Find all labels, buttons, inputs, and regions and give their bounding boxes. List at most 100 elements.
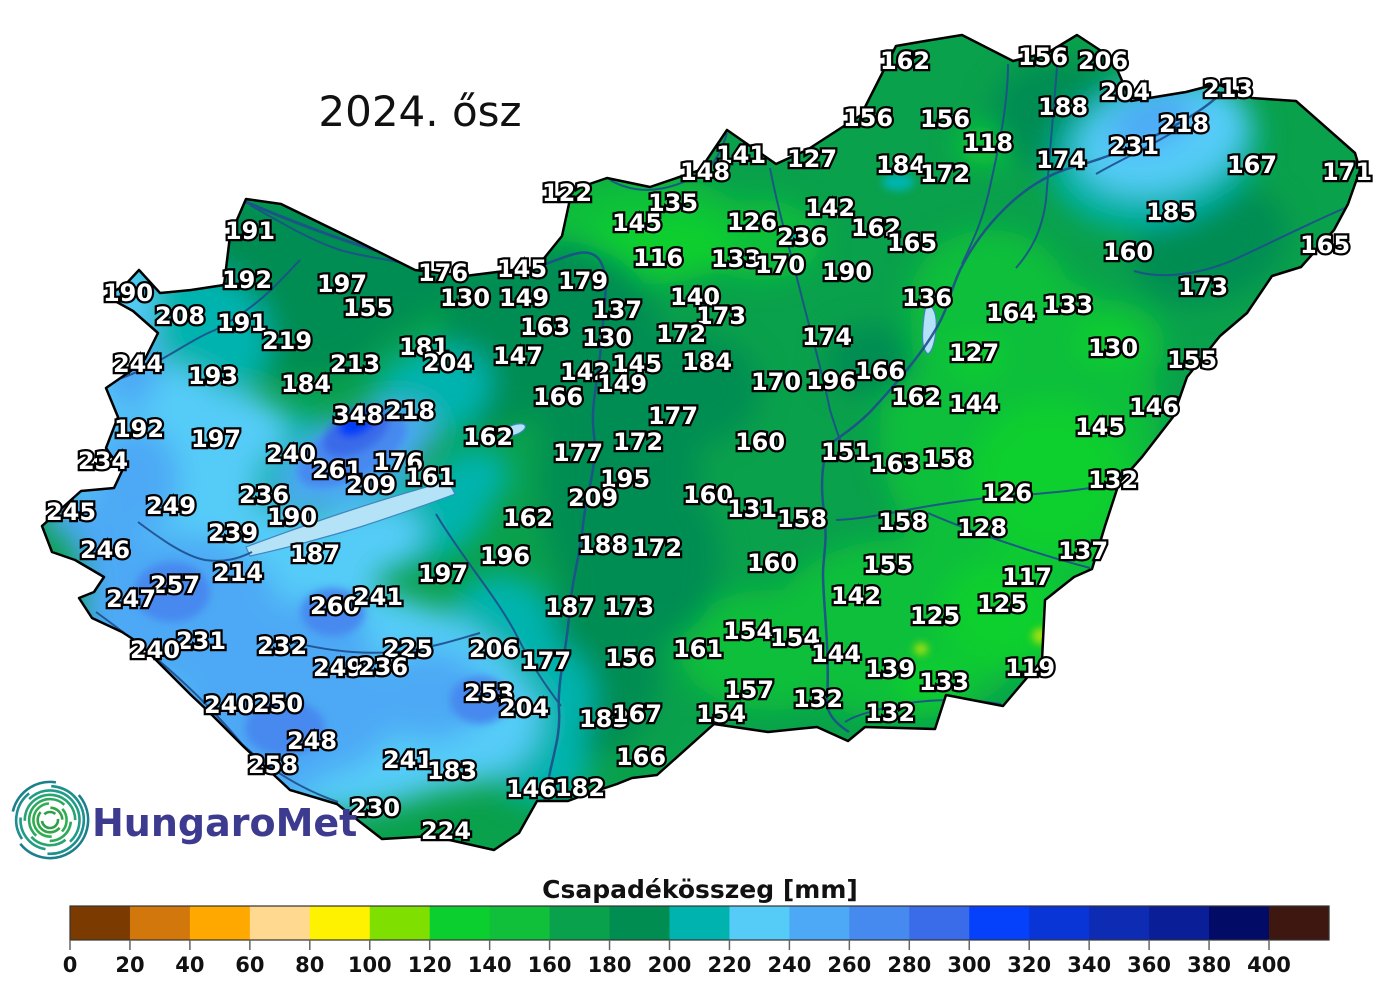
precip-region	[1076, 320, 1140, 364]
legend-color-segment	[669, 906, 731, 940]
legend-color-segment	[909, 906, 970, 940]
station-value-label: 145	[612, 209, 662, 237]
legend-color-segment	[549, 906, 611, 940]
station-value-label: 206	[469, 635, 519, 663]
station-value-label: 165	[1300, 231, 1350, 259]
station-value-label: 179	[558, 267, 608, 295]
hungaromet-logo-text: HungaroMet	[92, 801, 357, 845]
station-value-label: 125	[910, 602, 960, 630]
precip-region	[825, 325, 915, 395]
station-value-label: 250	[253, 690, 303, 718]
river-sio	[435, 513, 562, 707]
station-value-label: 231	[176, 627, 226, 655]
station-value-label: 260	[310, 592, 360, 620]
station-value-label: 154	[770, 624, 820, 652]
station-value-label: 236	[777, 223, 827, 251]
station-value-label: 132	[793, 685, 843, 713]
station-value-label: 146	[1129, 393, 1179, 421]
river-ipoly	[609, 132, 728, 191]
station-value-label: 166	[855, 357, 905, 385]
legend: Csapadékösszeg [mm] 0 20 40 60 80 100 120 140 16…	[63, 875, 1330, 977]
legend-color-segment	[789, 906, 850, 940]
legend-tick-label: 180	[588, 953, 632, 977]
station-value-label: 132	[1088, 466, 1138, 494]
station-value-label: 154	[723, 617, 773, 645]
station-value-label: 239	[208, 519, 258, 547]
station-value-label: 160	[1103, 238, 1153, 266]
lake-tisza	[921, 302, 937, 355]
station-value-label: 249	[313, 654, 363, 682]
station-value-label: 140	[670, 283, 720, 311]
precip-region	[951, 337, 1003, 377]
station-value-label: 236	[358, 653, 408, 681]
station-value-label: 177	[553, 439, 603, 467]
hungaromet-logo-icon	[10, 780, 90, 860]
station-value-label: 125	[977, 590, 1027, 618]
station-value-label: 185	[1146, 198, 1196, 226]
station-value-label: 170	[755, 251, 805, 279]
station-value-label: 184	[281, 370, 331, 398]
station-value-label: 174	[802, 323, 852, 351]
station-value-label: 247	[106, 585, 156, 613]
legend-color-segment	[70, 906, 131, 940]
station-value-label: 214	[213, 559, 263, 587]
logo-spiral-ring	[19, 789, 81, 851]
station-value-label: 184	[682, 348, 732, 376]
station-value-label: 261	[312, 456, 362, 484]
precip-region	[1108, 94, 1196, 150]
station-value-label: 190	[267, 503, 317, 531]
station-value-label: 190	[103, 279, 153, 307]
precip-region	[134, 562, 210, 622]
station-value-label: 156	[605, 644, 655, 672]
station-value-label: 126	[727, 208, 777, 236]
station-value-label: 218	[1159, 110, 1209, 138]
station-value-label: 234	[78, 447, 128, 475]
station-value-label: 161	[673, 635, 723, 663]
river-kapos	[287, 632, 481, 654]
map-title: 2024. ősz	[318, 87, 521, 136]
logo-spiral-ring	[10, 780, 90, 860]
legend-color-segment	[369, 906, 431, 940]
logo-spiral-ring	[40, 810, 60, 830]
hungary-border	[40, 33, 1362, 852]
station-value-label: 161	[405, 463, 455, 491]
logo-spiral-ring	[32, 802, 68, 838]
station-value-label: 213	[1203, 75, 1253, 103]
station-value-label: 173	[696, 302, 746, 330]
station-value-label: 162	[463, 423, 513, 451]
legend-tick-label: 0	[63, 953, 78, 977]
station-value-label: 257	[150, 571, 200, 599]
station-value-label: 172	[613, 428, 663, 456]
station-value-label: 167	[612, 700, 662, 728]
station-value-label: 213	[330, 350, 380, 378]
station-value-label: 142	[560, 358, 610, 386]
station-value-label: 154	[696, 700, 746, 728]
station-value-label: 127	[787, 145, 837, 173]
legend-color-segment	[309, 906, 371, 940]
station-value-label: 144	[949, 390, 999, 418]
station-value-label: 240	[266, 440, 316, 468]
lake-balaton	[245, 480, 456, 557]
station-value-label: 160	[683, 481, 733, 509]
station-value-label: 147	[493, 342, 543, 370]
station-value-label: 128	[957, 514, 1007, 542]
precip-region	[787, 231, 813, 245]
legend-tick-label: 200	[648, 953, 692, 977]
station-value-label: 187	[545, 593, 595, 621]
station-value-label: 204	[1100, 78, 1150, 106]
station-value-label: 118	[963, 129, 1013, 157]
station-value-label: 241	[353, 583, 403, 611]
station-value-label: 196	[806, 367, 856, 395]
river-bodrog	[1095, 125, 1184, 175]
legend-tick-label: 380	[1187, 953, 1231, 977]
logo-spiral-ring	[27, 797, 73, 843]
station-value-label: 176	[373, 448, 423, 476]
station-value-label: 119	[1005, 654, 1055, 682]
station-value-label: 172	[920, 160, 970, 188]
station-value-label: 173	[1178, 273, 1228, 301]
legend-color-segment	[1209, 906, 1270, 940]
legend-tick-label: 360	[1127, 953, 1171, 977]
precip-region	[910, 230, 1070, 370]
